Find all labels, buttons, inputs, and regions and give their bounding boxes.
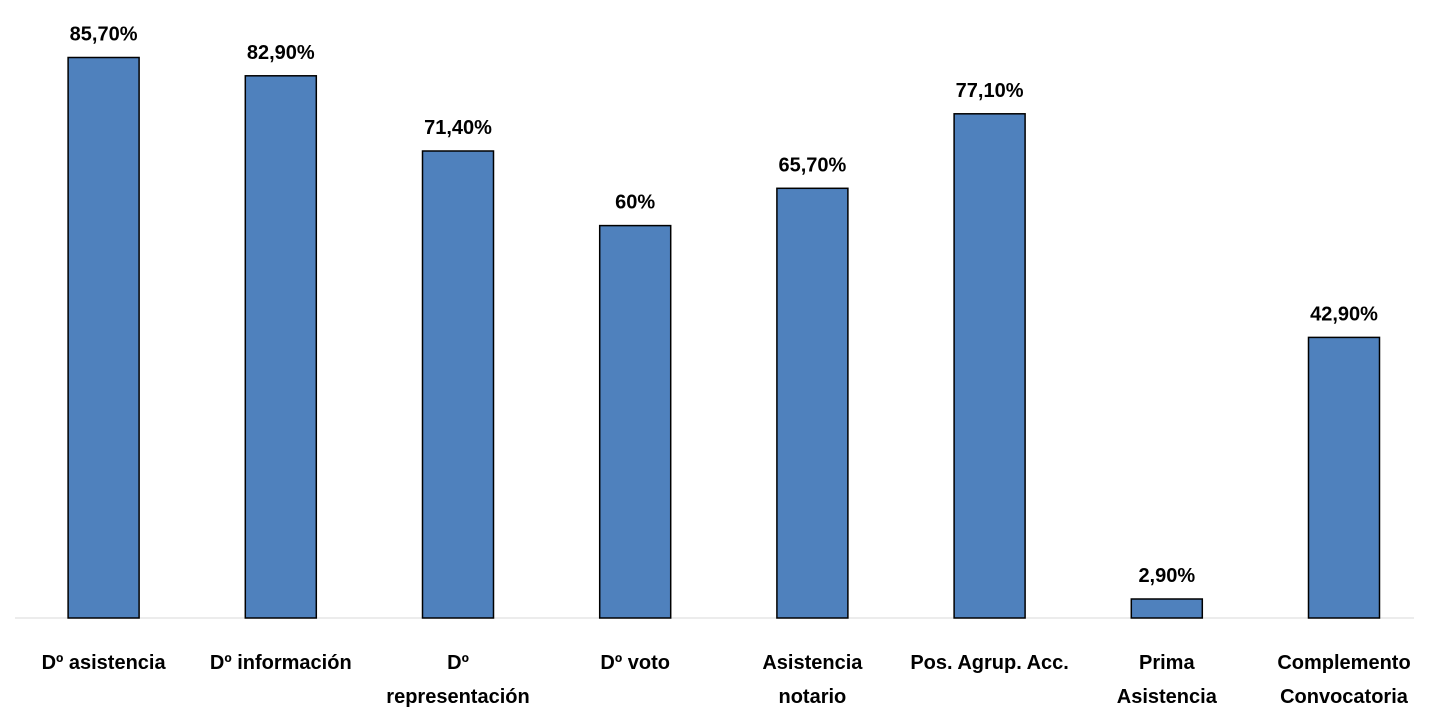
- data-label-5: 65,70%: [778, 154, 846, 176]
- data-label-6: 77,10%: [956, 80, 1024, 102]
- bar-6: [953, 113, 1026, 619]
- bar-4: [598, 224, 672, 619]
- category-label-line: Dº voto: [600, 652, 670, 674]
- category-label-line: representación: [386, 686, 529, 707]
- data-label-8: 42,90%: [1310, 303, 1378, 325]
- category-label-line: Prima: [1139, 652, 1195, 674]
- category-label-8: Complemento Convocatoria: [1277, 652, 1410, 707]
- bar-3: [421, 150, 495, 619]
- category-label-line: Dº información: [210, 652, 352, 674]
- category-label-3: Dº representación: [386, 652, 529, 707]
- data-label-1: 85,70%: [70, 24, 138, 46]
- category-label-5: Asistencia notario: [762, 652, 863, 707]
- bar-5: [776, 187, 849, 619]
- bar-7: [1130, 598, 1204, 619]
- data-label-4: 60%: [615, 192, 655, 214]
- category-label-line: Convocatoria: [1280, 686, 1409, 707]
- bars-group: [67, 56, 1381, 619]
- category-label-7: Prima Asistencia: [1117, 652, 1218, 707]
- bar-2: [244, 75, 318, 619]
- category-label-line: Complemento: [1277, 652, 1410, 674]
- data-label-7: 2,90%: [1138, 565, 1195, 587]
- data-label-2: 82,90%: [247, 42, 315, 64]
- value-labels-group: 85,70% 82,90% 71,40% 60% 65,70% 77,10% 2,90% 42…: [70, 24, 1378, 588]
- category-label-4: Dº voto: [600, 652, 670, 674]
- category-labels-group: Dº asistencia Dº información Dº representac…: [42, 652, 1411, 707]
- category-label-line: Pos. Agrup. Acc.: [910, 652, 1069, 674]
- category-label-6: Pos. Agrup. Acc.: [910, 652, 1069, 674]
- category-label-line: Dº asistencia: [42, 652, 167, 674]
- data-label-3: 71,40%: [424, 117, 492, 139]
- category-label-line: Dº: [447, 652, 469, 674]
- category-label-line: Asistencia: [762, 652, 863, 674]
- category-label-line: notario: [779, 686, 847, 707]
- bar-1: [67, 56, 140, 619]
- category-label-1: Dº asistencia: [42, 652, 167, 674]
- category-label-line: Asistencia: [1117, 686, 1218, 707]
- bar-8: [1307, 336, 1381, 619]
- category-label-2: Dº información: [210, 652, 352, 674]
